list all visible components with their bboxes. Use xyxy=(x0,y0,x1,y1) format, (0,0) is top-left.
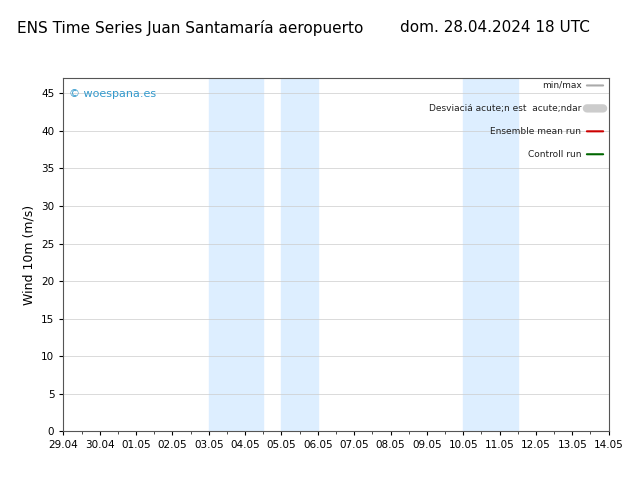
Text: Desviaciá acute;n est  acute;ndar: Desviaciá acute;n est acute;ndar xyxy=(429,104,581,113)
Bar xyxy=(463,78,518,431)
Text: min/max: min/max xyxy=(541,81,581,90)
Y-axis label: Wind 10m (m/s): Wind 10m (m/s) xyxy=(23,205,36,305)
Text: ENS Time Series Juan Santamaría aeropuerto: ENS Time Series Juan Santamaría aeropuer… xyxy=(17,20,363,36)
Bar xyxy=(281,78,318,431)
Bar xyxy=(209,78,263,431)
Text: © woespana.es: © woespana.es xyxy=(69,89,156,99)
Text: Controll run: Controll run xyxy=(528,150,581,159)
Text: dom. 28.04.2024 18 UTC: dom. 28.04.2024 18 UTC xyxy=(399,20,590,35)
Text: Ensemble mean run: Ensemble mean run xyxy=(490,127,581,136)
